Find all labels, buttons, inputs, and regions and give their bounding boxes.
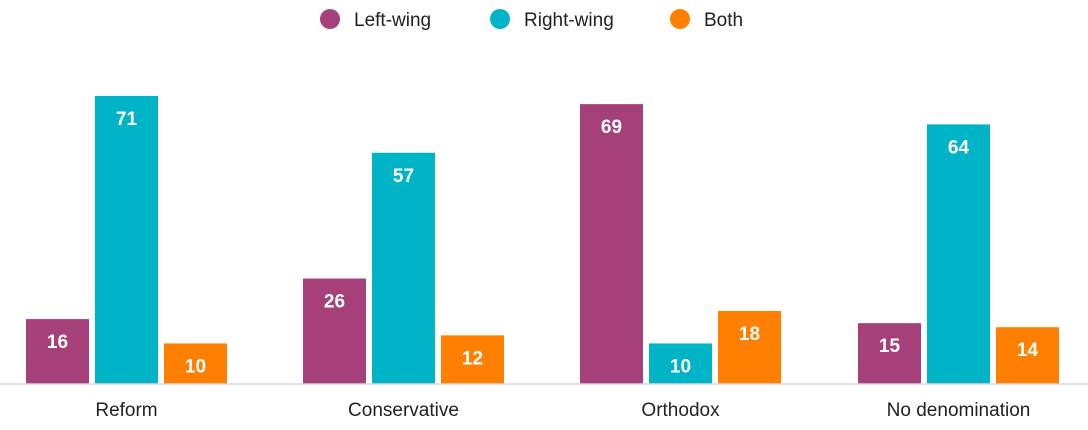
bar-no-denomination-left-wing [858,323,921,384]
legend-label-left-wing: Left-wing [354,10,431,31]
chart-legend: Left-wing Right-wing Both [320,9,743,31]
bar-reform-left-wing [26,319,89,384]
legend-marker-left-wing [320,9,340,29]
legend-label-right-wing: Right-wing [524,10,614,31]
bar-conservative-right-wing [372,152,435,384]
bar-group-conservative: 26 57 12 [303,152,504,384]
legend-marker-both [670,9,690,29]
data-label-conservative-right-wing: 57 [393,166,414,187]
bar-orthodox-both [718,310,781,384]
bar-conservative-left-wing [303,278,366,384]
data-label-no-denomination-right-wing: 64 [948,137,970,158]
data-label-reform-both: 10 [185,356,206,377]
x-axis-labels: Reform Conservative Orthodox No denominatio… [95,400,1030,421]
x-tick-label-no-denomination: No denomination [887,400,1031,421]
bar-conservative-both [441,335,504,384]
data-label-reform-right-wing: 71 [116,109,138,130]
data-label-reform-left-wing: 16 [47,332,68,353]
bar-no-denomination-both [996,327,1059,384]
x-tick-label-conservative: Conservative [348,400,459,421]
data-label-conservative-left-wing: 26 [324,292,345,313]
bar-reform-both [164,343,227,384]
data-label-no-denomination-both: 14 [1017,340,1039,361]
bar-group-reform: 16 71 10 [26,96,227,384]
bar-orthodox-right-wing [649,343,712,384]
data-label-orthodox-both: 18 [739,324,760,345]
legend-label-both: Both [704,10,743,31]
bar-reform-right-wing [95,96,158,384]
bar-group-orthodox: 69 10 18 [580,104,781,385]
bar-orthodox-left-wing [580,104,643,385]
data-label-orthodox-right-wing: 10 [670,356,691,377]
bar-groups: 16 71 10 26 57 12 69 10 18 15 64 14 [26,96,1059,385]
x-tick-label-reform: Reform [95,400,157,421]
x-tick-label-orthodox: Orthodox [641,400,720,421]
data-label-conservative-both: 12 [462,348,483,369]
data-label-orthodox-left-wing: 69 [601,117,622,138]
bar-no-denomination-right-wing [927,124,990,385]
legend-marker-right-wing [490,9,510,29]
data-label-no-denomination-left-wing: 15 [879,336,901,357]
bar-group-no-denomination: 15 64 14 [858,124,1059,385]
